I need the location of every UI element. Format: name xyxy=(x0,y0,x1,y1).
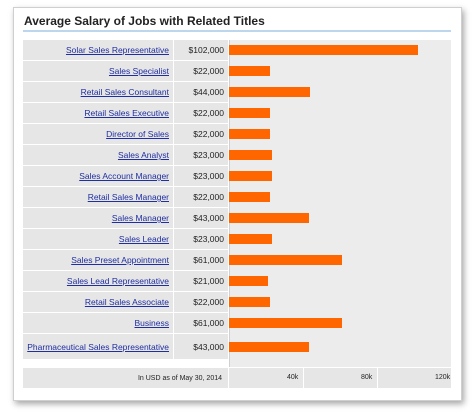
salary-bar xyxy=(229,66,270,76)
salary-bar xyxy=(229,108,270,118)
chart-title: Average Salary of Jobs with Related Titl… xyxy=(24,14,265,28)
x-tick-divider xyxy=(377,368,378,388)
salary-value: $22,000 xyxy=(174,292,228,312)
salary-bar xyxy=(229,192,270,202)
salary-bar xyxy=(229,297,270,307)
x-tick-divider xyxy=(303,368,304,388)
job-title-link[interactable]: Director of Sales xyxy=(106,129,169,139)
salary-bar xyxy=(229,213,309,223)
job-title-cell: Sales Manager xyxy=(23,208,173,228)
chart-panel: Average Salary of Jobs with Related Titl… xyxy=(13,7,462,401)
job-title-link[interactable]: Sales Leader xyxy=(118,234,169,244)
job-title-cell: Business xyxy=(23,313,173,333)
job-title-cell: Pharmaceutical Sales Representative xyxy=(23,334,173,359)
job-title-link[interactable]: Sales Lead Representative xyxy=(66,276,169,286)
salary-value: $23,000 xyxy=(174,166,228,186)
x-tick-label: 80k xyxy=(361,374,373,381)
job-title-cell: Sales Analyst xyxy=(23,145,173,165)
job-title-link[interactable]: Sales Preset Appointment xyxy=(71,255,169,265)
job-title-link[interactable]: Pharmaceutical Sales Representative xyxy=(27,341,169,352)
job-title-cell: Retail Sales Manager xyxy=(23,187,173,207)
job-title-cell: Solar Sales Representative xyxy=(23,40,173,60)
job-title-link[interactable]: Retail Sales Executive xyxy=(84,108,169,118)
salary-bar xyxy=(229,276,268,286)
job-title-cell: Sales Lead Representative xyxy=(23,271,173,291)
salary-value: $102,000 xyxy=(174,40,228,60)
job-title-link[interactable]: Solar Sales Representative xyxy=(65,45,169,55)
job-title-link[interactable]: Sales Analyst xyxy=(117,150,169,160)
plot-divider xyxy=(229,40,230,367)
salary-bar xyxy=(229,129,270,139)
footnote: In USD as of May 30, 2014 xyxy=(23,368,228,388)
salary-value: $61,000 xyxy=(174,250,228,270)
salary-bar xyxy=(229,255,342,265)
salary-value: $22,000 xyxy=(174,187,228,207)
salary-value: $61,000 xyxy=(174,313,228,333)
x-tick-divider xyxy=(451,368,452,388)
axis-band xyxy=(229,368,451,388)
x-tick-label: 40k xyxy=(287,374,299,381)
job-title-cell: Retail Sales Executive xyxy=(23,103,173,123)
salary-bar xyxy=(229,45,418,55)
salary-bar xyxy=(229,341,309,352)
salary-value: $22,000 xyxy=(174,61,228,81)
salary-value: $43,000 xyxy=(174,334,228,359)
salary-bar xyxy=(229,171,272,181)
salary-bar xyxy=(229,150,272,160)
salary-value: $22,000 xyxy=(174,103,228,123)
salary-bar xyxy=(229,234,272,244)
job-title-cell: Retail Sales Associate xyxy=(23,292,173,312)
salary-value: $22,000 xyxy=(174,124,228,144)
job-title-link[interactable]: Sales Account Manager xyxy=(79,171,169,181)
salary-value: $43,000 xyxy=(174,208,228,228)
job-title-link[interactable]: Sales Manager xyxy=(111,213,169,223)
job-title-cell: Sales Specialist xyxy=(23,61,173,81)
title-divider xyxy=(23,30,451,32)
job-title-link[interactable]: Retail Sales Manager xyxy=(87,192,169,202)
x-tick-label: 120k xyxy=(435,374,451,381)
job-title-link[interactable]: Business xyxy=(134,318,170,328)
job-title-cell: Director of Sales xyxy=(23,124,173,144)
job-title-cell: Sales Preset Appointment xyxy=(23,250,173,270)
job-title-link[interactable]: Retail Sales Associate xyxy=(84,297,169,307)
job-title-cell: Sales Leader xyxy=(23,229,173,249)
job-title-link[interactable]: Sales Specialist xyxy=(108,66,169,76)
salary-value: $23,000 xyxy=(174,229,228,249)
job-title-cell: Retail Sales Consultant xyxy=(23,82,173,102)
salary-bar xyxy=(229,318,342,328)
salary-value: $21,000 xyxy=(174,271,228,291)
salary-bar xyxy=(229,87,311,97)
job-title-cell: Sales Account Manager xyxy=(23,166,173,186)
salary-table: Solar Sales Representative $102,000 Sales … xyxy=(23,40,452,389)
job-title-link[interactable]: Retail Sales Consultant xyxy=(80,87,169,97)
salary-value: $23,000 xyxy=(174,145,228,165)
salary-value: $44,000 xyxy=(174,82,228,102)
